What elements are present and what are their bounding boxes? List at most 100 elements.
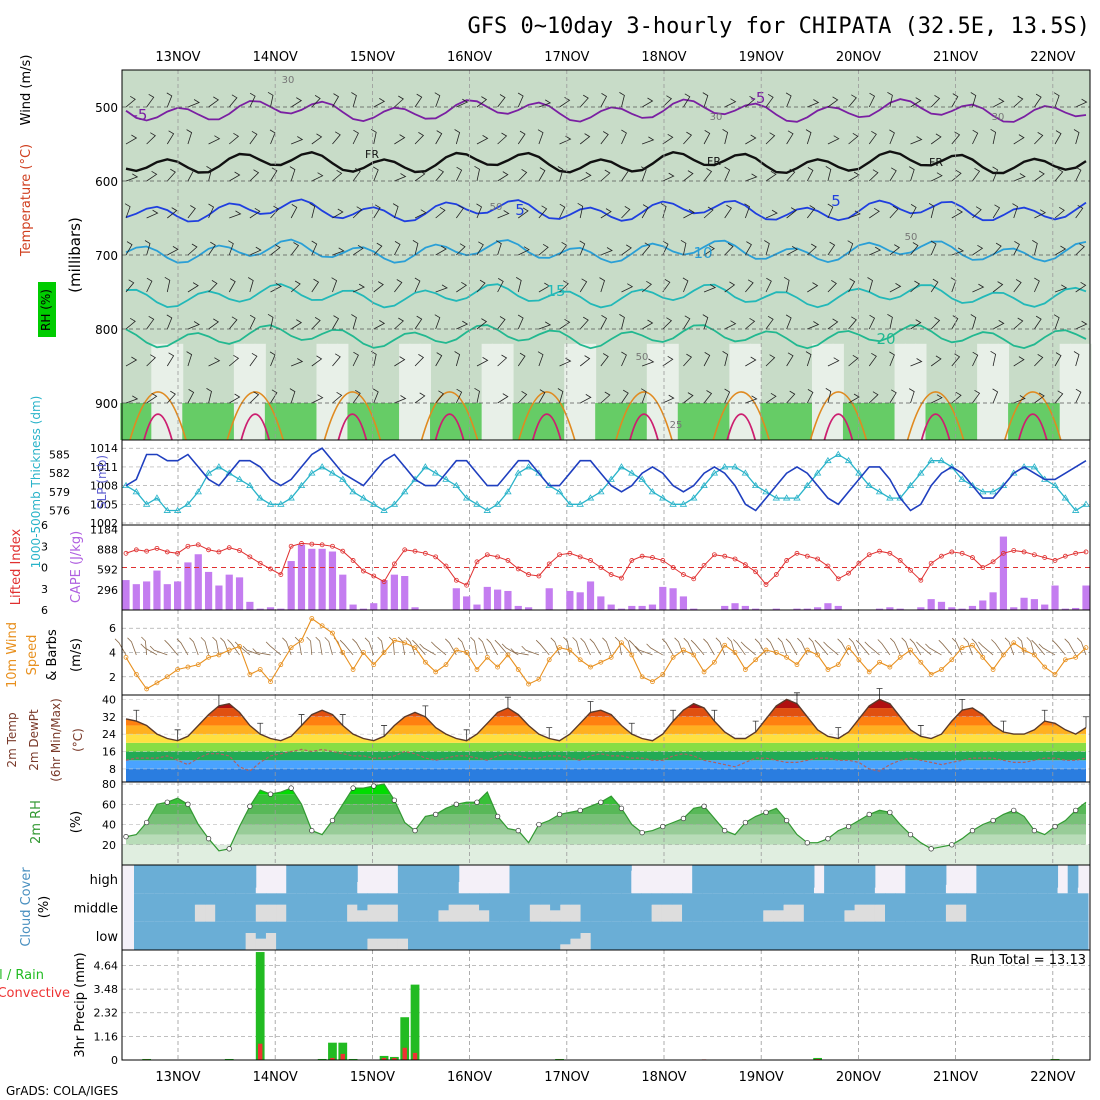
upper-wind-barb [972,206,982,219]
upper-wind-barb [456,281,468,293]
cloud-cell-high [671,887,683,894]
rh-low-cell [522,403,535,440]
cloud-cell-high [1077,887,1089,894]
wind-speed-point [835,662,841,668]
bottom-day-label: 16NOV [447,1070,492,1085]
cape-bar [1030,599,1038,610]
upper-wind-barb [517,352,526,367]
upper-wind-barb [309,203,316,219]
upper-wind-barb [641,136,655,145]
upper-wind-barb [208,357,221,367]
cloud-cell-low [529,921,541,950]
upper-wind-barb [992,98,1005,108]
pressure-axis-title: (millibars) [66,217,84,293]
upper-wind-barb [474,387,480,404]
precip-total-bar [379,1055,389,1060]
top-day-label: 20NOV [836,50,881,65]
wind-speed-point [825,667,831,672]
cloud-cell-middle [408,893,419,922]
cape-bar [638,605,646,610]
lifted-index-point [247,554,253,560]
wind-speed-point [722,642,728,648]
thickness-point [297,481,306,489]
upper-wind-barb [332,93,340,108]
rh-point [536,821,542,828]
cape-bar [752,608,760,610]
cloud-cell-middle [357,910,368,922]
temp-max-whisker [835,727,842,739]
wind-speed-point [1021,647,1027,653]
lifted-index-point [175,550,181,556]
cloud-cell-low [367,938,379,950]
upper-wind-barb [825,388,832,404]
thickness-point [504,488,512,495]
cloud-cell-high [712,865,724,894]
lifted-index-point [928,560,934,566]
upper-wind-barb [373,98,386,108]
upper-wind-barb [930,240,937,256]
panel-frame-slp-thickness [121,439,1091,526]
rh-point [515,827,521,834]
cloud-cell-high [945,884,957,894]
wind-speed-point [908,647,913,653]
upper-wind-barb [435,245,447,256]
cape-bar [927,599,935,610]
wind-barb [189,637,199,656]
cape-bar [411,607,419,610]
wind-barb [352,638,364,656]
lifted-index-point [639,553,645,559]
cloud-cell-high [1047,865,1059,894]
lifted-index-point [278,572,284,577]
cloud-cell-high [966,887,977,894]
cloud-cell-high [631,870,642,894]
upper-wind-barb [972,129,979,145]
lifted-index-point [877,548,882,554]
wind-barb [127,637,137,656]
cloud-cell-low [194,921,206,950]
cloud-cell-middle [468,904,480,922]
upper-wind-barb [641,242,651,256]
wind-speed-point [433,669,439,675]
upper-wind-barb [1054,284,1068,293]
upper-wind-barb [745,95,756,108]
lifted-index-point [350,558,356,563]
cloud-cell-middle [479,910,490,922]
cloud-cell-low [864,921,876,950]
hot-contour [629,413,659,441]
rh-low-cell [399,343,411,440]
rh-point [433,811,439,818]
cloud-fill-middle [783,893,795,905]
cloud-fill-middle [570,893,582,905]
cloud-cell-middle [956,904,967,922]
upper-wind-barb [311,172,324,182]
rh-point [598,799,604,805]
upper-wind-barb [662,317,673,330]
cape-bar [194,554,202,610]
thickness-point [401,488,409,495]
upper-wind-barb [992,242,1002,256]
cape-bar [184,562,192,610]
upper-wind-barb [1013,95,1024,108]
upper-wind-barb [372,388,379,404]
cloud-cell-middle [225,893,236,922]
lifted-index-point [732,556,738,562]
thickness-point [896,494,904,501]
thickness-point [762,488,770,495]
pressure-tick-label: 700 [95,249,118,263]
upper-wind-barb [208,280,218,293]
cloud-cell-middle [580,893,592,922]
precip-tick-label: 0 [111,1054,118,1067]
cloud-cell-low [651,921,663,950]
cape-bar [246,601,254,610]
upper-wind-barb [435,206,446,219]
isotherm-10 [125,238,1087,264]
rh-low-cell [966,403,979,440]
wind-speed-point [422,659,428,665]
lifted-index-point [629,558,635,563]
wind-barb [916,641,932,656]
wind-barb [412,639,426,656]
pressure-tick-label: 500 [95,101,118,115]
cloud-cell-low [895,921,906,950]
wind-barb [1004,637,1015,656]
cape-bar [452,588,460,610]
